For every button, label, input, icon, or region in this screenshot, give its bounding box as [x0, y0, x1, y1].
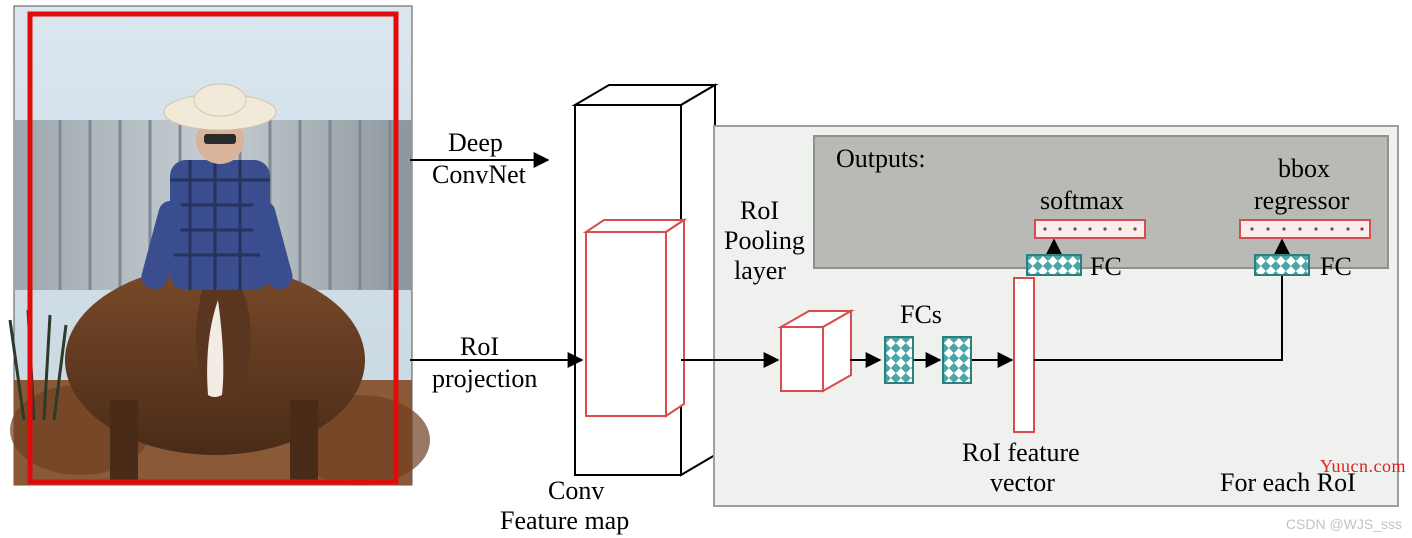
label-fc-left: FC [1090, 252, 1122, 282]
label-roipool-2: Pooling [724, 226, 805, 256]
label-fc-right: FC [1320, 252, 1352, 282]
label-featuremap: Feature map [500, 506, 629, 536]
label-deep: Deep [448, 128, 503, 158]
watermark-csdn: CSDN @WJS_sss [1286, 516, 1402, 532]
fc-small-right [1254, 254, 1310, 276]
label-fcs: FCs [900, 300, 942, 330]
label-roipool-3: layer [734, 256, 786, 286]
label-softmax: softmax [1040, 186, 1124, 216]
label-roi: RoI [460, 332, 499, 362]
fc-small-left [1026, 254, 1082, 276]
pooled-roi-box [781, 311, 851, 391]
diagram-root: Deep ConvNet RoI projection Conv Feature… [0, 0, 1412, 538]
label-projection: projection [432, 364, 537, 394]
label-conv: Conv [548, 476, 604, 506]
label-bbox2: regressor [1254, 186, 1349, 216]
roi-projection-box [586, 220, 684, 416]
label-roivec-2: vector [990, 468, 1055, 498]
roi-feature-vector [1014, 278, 1034, 432]
input-image [10, 6, 430, 485]
fc-block-1 [884, 336, 914, 384]
watermark-yuucn: Yuucn.com [1320, 456, 1406, 477]
label-outputs: Outputs: [836, 144, 926, 174]
label-convnet: ConvNet [432, 160, 526, 190]
label-roivec-1: RoI feature [962, 438, 1080, 468]
svg-layer [0, 0, 1412, 538]
fc-block-2 [942, 336, 972, 384]
label-bbox1: bbox [1278, 154, 1330, 184]
label-roipool-1: RoI [740, 196, 779, 226]
